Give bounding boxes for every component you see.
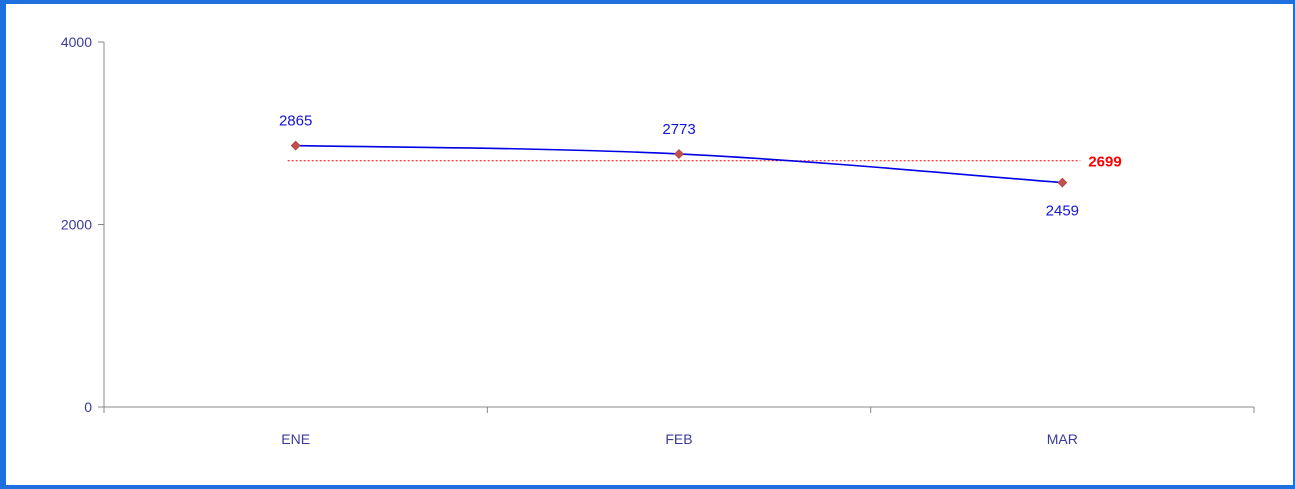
data-label: 2865 xyxy=(279,113,312,130)
y-tick-label: 2000 xyxy=(61,217,92,233)
data-label: 2459 xyxy=(1046,203,1079,220)
y-tick-label: 0 xyxy=(84,399,92,415)
x-tick-label: ENE xyxy=(281,431,310,447)
y-tick-label: 4000 xyxy=(61,34,92,50)
series-group xyxy=(290,140,1068,188)
reference-line-group: 2699 xyxy=(287,154,1122,171)
y-ticks: 0 2000 4000 xyxy=(61,34,104,415)
data-label: 2773 xyxy=(662,121,695,138)
reference-label: 2699 xyxy=(1088,154,1121,171)
data-point xyxy=(1057,177,1068,188)
data-point xyxy=(290,140,301,151)
data-labels: 2865 2773 2459 xyxy=(279,113,1079,220)
x-tick-label: FEB xyxy=(665,431,692,447)
x-tick-label: MAR xyxy=(1047,431,1078,447)
data-point xyxy=(674,149,684,159)
chart-axes xyxy=(103,42,1254,408)
x-ticks: ENE FEB MAR xyxy=(103,407,1255,447)
